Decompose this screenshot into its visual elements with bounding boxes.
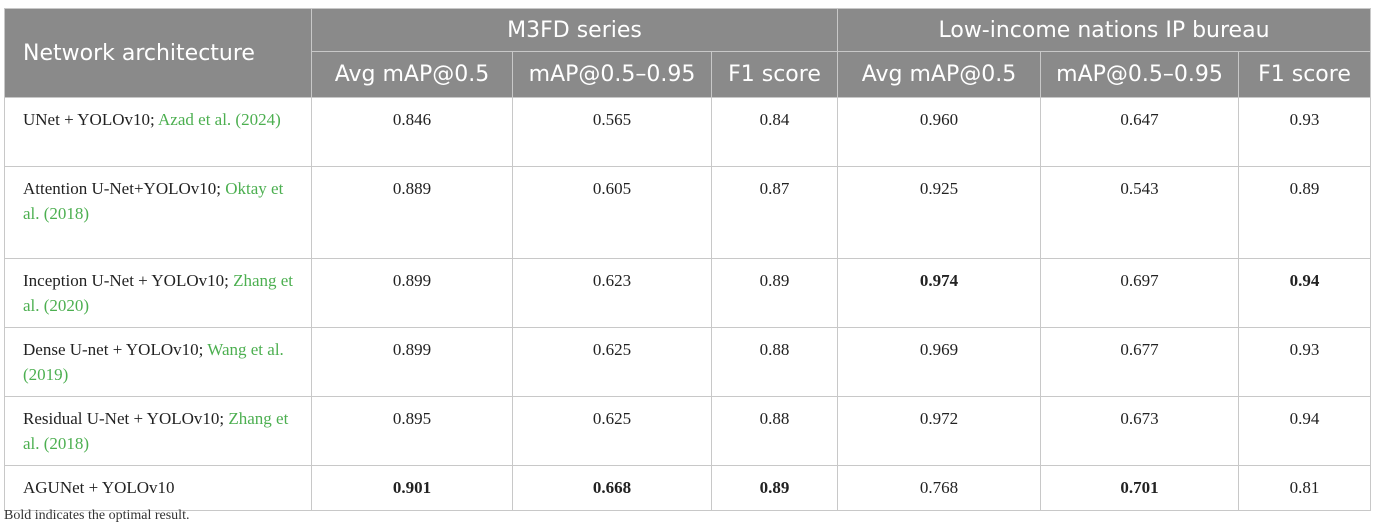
header-group-m3fd: M3FD series <box>311 8 838 52</box>
value-cell: 0.94 <box>1238 396 1371 466</box>
architecture-name: Residual U-Net + YOLOv10; <box>23 409 229 428</box>
header-group-low-income: Low-income nations IP bureau <box>837 8 1371 52</box>
table-row: Inception U-Net + YOLOv10; Zhang et al. … <box>4 258 1371 328</box>
value-cell: 0.625 <box>512 396 712 466</box>
header-col-f1: F1 score <box>711 51 838 98</box>
value-cell: 0.81 <box>1238 465 1371 511</box>
row-name: Inception U-Net + YOLOv10; Zhang et al. … <box>4 258 312 328</box>
value-cell: 0.677 <box>1040 327 1239 397</box>
architecture-name: Inception U-Net + YOLOv10; <box>23 271 234 290</box>
value-cell: 0.647 <box>1040 97 1239 167</box>
architecture-name: AGUNet + YOLOv10 <box>23 478 175 497</box>
value-cell-best: 0.701 <box>1040 465 1239 511</box>
value-cell: 0.88 <box>711 396 838 466</box>
value-cell-best: 0.89 <box>711 465 838 511</box>
value-cell: 0.605 <box>512 166 712 259</box>
table-row: Residual U-Net + YOLOv10; Zhang et al. (… <box>4 396 1371 466</box>
value-cell: 0.84 <box>711 97 838 167</box>
value-cell: 0.895 <box>311 396 513 466</box>
row-name: Dense U-net + YOLOv10; Wang et al. (2019… <box>4 327 312 397</box>
citation-link[interactable]: Zhang et al. (2020) <box>23 271 294 315</box>
value-cell: 0.972 <box>837 396 1041 466</box>
value-cell: 0.543 <box>1040 166 1239 259</box>
value-cell: 0.697 <box>1040 258 1239 328</box>
value-cell: 0.768 <box>837 465 1041 511</box>
results-table: Network architecture M3FD series Low-inc… <box>4 8 1371 511</box>
architecture-name: Attention U-Net+YOLOv10; <box>23 179 226 198</box>
value-cell: 0.889 <box>311 166 513 259</box>
table-row: Attention U-Net+YOLOv10; Oktay et al. (2… <box>4 166 1371 259</box>
value-cell: 0.925 <box>837 166 1041 259</box>
citation-link[interactable]: Wang et al. (2019) <box>23 340 284 384</box>
value-cell: 0.93 <box>1238 327 1371 397</box>
value-cell: 0.846 <box>311 97 513 167</box>
value-cell: 0.899 <box>311 327 513 397</box>
value-cell: 0.623 <box>512 258 712 328</box>
citation-link[interactable]: Zhang et al. (2018) <box>23 409 289 453</box>
value-cell: 0.89 <box>711 258 838 328</box>
architecture-name: UNet + YOLOv10; <box>23 110 159 129</box>
citation-link[interactable]: Oktay et al. (2018) <box>23 179 284 223</box>
row-name: Residual U-Net + YOLOv10; Zhang et al. (… <box>4 396 312 466</box>
value-cell-best: 0.94 <box>1238 258 1371 328</box>
value-cell-best: 0.901 <box>311 465 513 511</box>
value-cell: 0.673 <box>1040 396 1239 466</box>
value-cell: 0.969 <box>837 327 1041 397</box>
value-cell: 0.89 <box>1238 166 1371 259</box>
header-col-avg-map: Avg mAP@0.5 <box>311 51 513 98</box>
value-cell: 0.87 <box>711 166 838 259</box>
table-row: AGUNet + YOLOv10 0.901 0.668 0.89 0.768 … <box>4 465 1371 511</box>
citation-link[interactable]: Azad et al. (2024) <box>158 110 281 129</box>
value-cell: 0.93 <box>1238 97 1371 167</box>
value-cell: 0.960 <box>837 97 1041 167</box>
table-footnote: Bold indicates the optimal result. <box>4 508 190 523</box>
header-col-f1: F1 score <box>1238 51 1371 98</box>
row-name: Attention U-Net+YOLOv10; Oktay et al. (2… <box>4 166 312 259</box>
row-name: AGUNet + YOLOv10 <box>4 465 312 511</box>
table-row: UNet + YOLOv10; Azad et al. (2024) 0.846… <box>4 97 1371 167</box>
header-col-map-range: mAP@0.5–0.95 <box>1040 51 1239 98</box>
header-col-avg-map: Avg mAP@0.5 <box>837 51 1041 98</box>
table-row: Dense U-net + YOLOv10; Wang et al. (2019… <box>4 327 1371 397</box>
architecture-name: Dense U-net + YOLOv10; <box>23 340 208 359</box>
value-cell: 0.899 <box>311 258 513 328</box>
value-cell-best: 0.974 <box>837 258 1041 328</box>
value-cell: 0.565 <box>512 97 712 167</box>
value-cell: 0.625 <box>512 327 712 397</box>
row-name: UNet + YOLOv10; Azad et al. (2024) <box>4 97 312 167</box>
value-cell: 0.88 <box>711 327 838 397</box>
value-cell-best: 0.668 <box>512 465 712 511</box>
header-network-architecture: Network architecture <box>4 8 312 98</box>
header-col-map-range: mAP@0.5–0.95 <box>512 51 712 98</box>
